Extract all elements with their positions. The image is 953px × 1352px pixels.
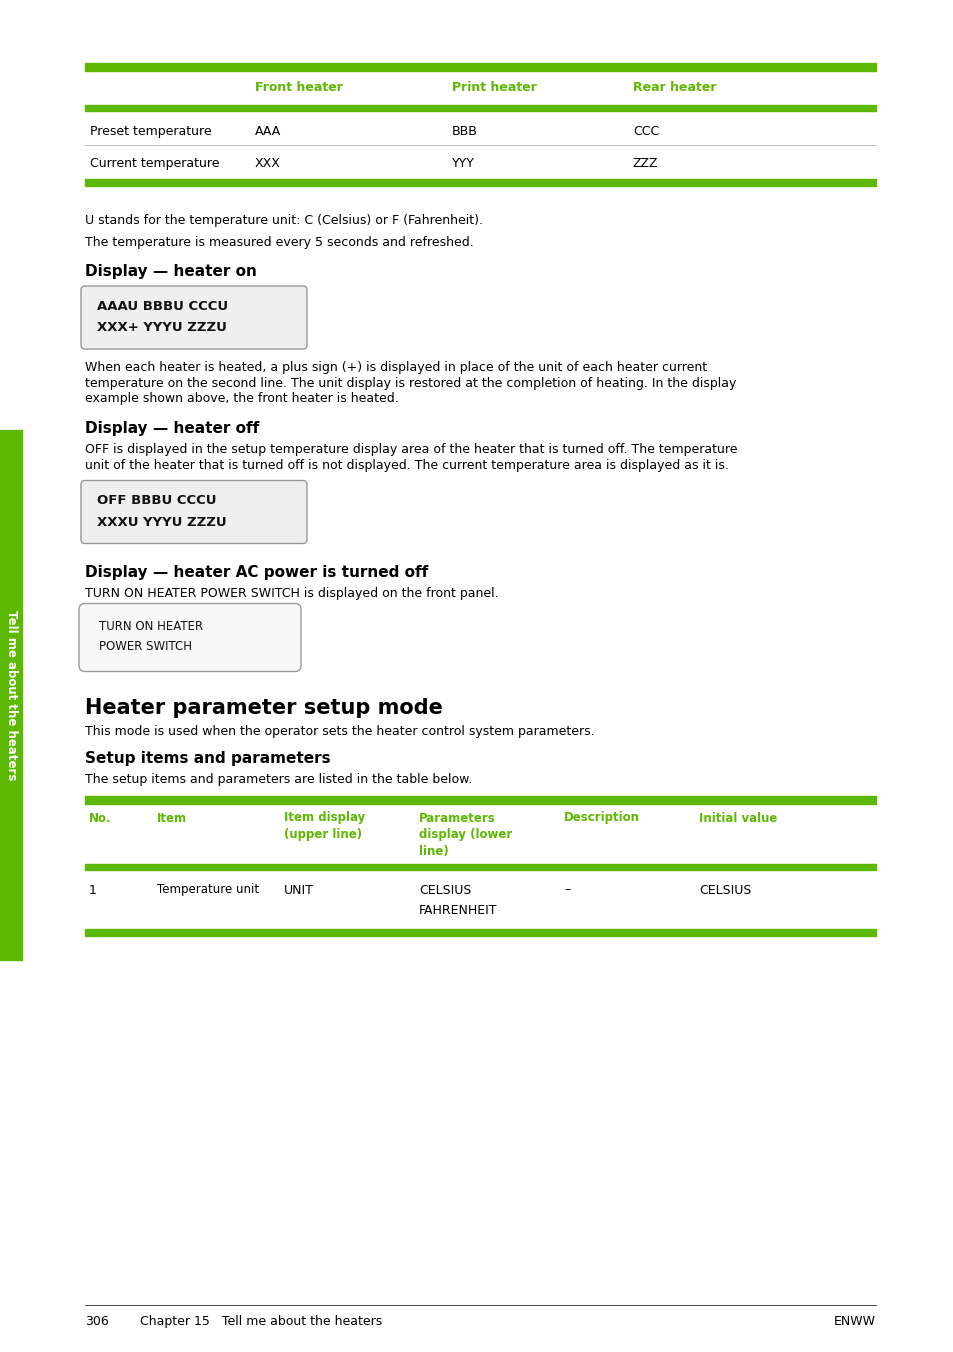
Text: temperature on the second line. The unit display is restored at the completion o: temperature on the second line. The unit… <box>85 376 736 389</box>
Text: CELSIUS: CELSIUS <box>699 883 751 896</box>
Text: Preset temperature: Preset temperature <box>90 124 212 138</box>
Text: Initial value: Initial value <box>699 811 777 825</box>
Text: TURN ON HEATER: TURN ON HEATER <box>99 619 203 633</box>
Text: 306: 306 <box>85 1315 109 1328</box>
Text: BBB: BBB <box>452 124 477 138</box>
Text: The temperature is measured every 5 seconds and refreshed.: The temperature is measured every 5 seco… <box>85 237 474 249</box>
Text: UNIT: UNIT <box>284 883 314 896</box>
Bar <box>85 178 875 187</box>
Text: ZZZ: ZZZ <box>633 157 658 170</box>
Text: OFF BBBU CCCU: OFF BBBU CCCU <box>97 495 216 507</box>
Text: XXX: XXX <box>254 157 280 170</box>
Text: Tell me about the heaters: Tell me about the heaters <box>5 610 17 780</box>
Bar <box>85 795 875 803</box>
Text: Display — heater off: Display — heater off <box>85 422 259 437</box>
Bar <box>85 929 875 936</box>
Text: –: – <box>563 883 570 896</box>
Text: Display — heater on: Display — heater on <box>85 264 256 279</box>
Text: The setup items and parameters are listed in the table below.: The setup items and parameters are liste… <box>85 773 472 787</box>
Text: POWER SWITCH: POWER SWITCH <box>99 639 192 653</box>
Text: YYY: YYY <box>452 157 475 170</box>
Text: Print heater: Print heater <box>452 81 537 95</box>
FancyBboxPatch shape <box>79 603 301 672</box>
Text: Display — heater AC power is turned off: Display — heater AC power is turned off <box>85 565 428 580</box>
Text: No.: No. <box>89 811 112 825</box>
Text: Parameters
display (lower
line): Parameters display (lower line) <box>418 811 512 857</box>
Text: example shown above, the front heater is heated.: example shown above, the front heater is… <box>85 392 398 406</box>
Text: 1: 1 <box>89 883 97 896</box>
Text: When each heater is heated, a plus sign (+) is displayed in place of the unit of: When each heater is heated, a plus sign … <box>85 361 706 375</box>
Text: XXX+ YYYU ZZZU: XXX+ YYYU ZZZU <box>97 320 227 334</box>
Bar <box>85 105 875 111</box>
FancyBboxPatch shape <box>81 287 307 349</box>
Bar <box>85 64 875 72</box>
Text: CELSIUS: CELSIUS <box>418 883 471 896</box>
Text: Front heater: Front heater <box>254 81 342 95</box>
Text: AAA: AAA <box>254 124 281 138</box>
Text: unit of the heater that is turned off is not displayed. The current temperature : unit of the heater that is turned off is… <box>85 458 728 472</box>
Text: Rear heater: Rear heater <box>633 81 716 95</box>
Text: Item display
(upper line): Item display (upper line) <box>284 811 365 841</box>
Text: Item: Item <box>157 811 187 825</box>
Text: XXXU YYYU ZZZU: XXXU YYYU ZZZU <box>97 515 227 529</box>
Text: TURN ON HEATER POWER SWITCH is displayed on the front panel.: TURN ON HEATER POWER SWITCH is displayed… <box>85 588 498 600</box>
Text: This mode is used when the operator sets the heater control system parameters.: This mode is used when the operator sets… <box>85 726 594 738</box>
Text: U stands for the temperature unit: C (Celsius) or F (Fahrenheit).: U stands for the temperature unit: C (Ce… <box>85 214 482 227</box>
Text: FAHRENHEIT: FAHRENHEIT <box>418 903 497 917</box>
Text: Current temperature: Current temperature <box>90 157 219 170</box>
Text: Description: Description <box>563 811 639 825</box>
Text: Temperature unit: Temperature unit <box>157 883 259 896</box>
Text: Heater parameter setup mode: Heater parameter setup mode <box>85 698 442 718</box>
Text: OFF is displayed in the setup temperature display area of the heater that is tur: OFF is displayed in the setup temperatur… <box>85 443 737 457</box>
FancyBboxPatch shape <box>81 480 307 544</box>
Text: ENWW: ENWW <box>833 1315 875 1328</box>
Bar <box>0 430 22 960</box>
Text: Setup items and parameters: Setup items and parameters <box>85 752 331 767</box>
Text: CCC: CCC <box>633 124 659 138</box>
Bar <box>85 864 875 869</box>
Text: Chapter 15   Tell me about the heaters: Chapter 15 Tell me about the heaters <box>140 1315 382 1328</box>
Text: AAAU BBBU CCCU: AAAU BBBU CCCU <box>97 300 228 314</box>
